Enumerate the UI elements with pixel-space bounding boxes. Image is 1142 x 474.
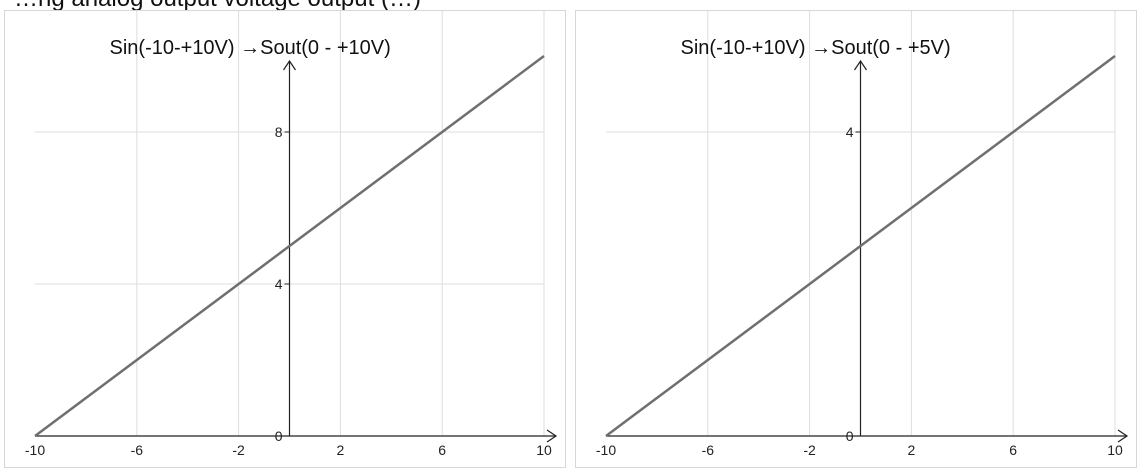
x-tick-label: -2 — [803, 442, 816, 458]
x-tick-label: -2 — [232, 442, 245, 458]
y-tick-label: 4 — [846, 124, 854, 140]
chart-panel-right: 0 4 -10 -6 -2 2 6 10 Sin(-10-+10V) →Sout(0 - +5V… — [575, 10, 1137, 468]
y-tick-label: 0 — [275, 428, 283, 444]
x-tick-label: 2 — [337, 442, 345, 458]
y-tick-label: 8 — [275, 124, 283, 140]
chart-panel-left: 0 4 8 -10 -6 -2 2 6 10 Sin(-10-+10V) →Sout(0 - +1… — [4, 10, 566, 468]
x-tick-label: -10 — [596, 442, 616, 458]
chart-left: 0 4 8 -10 -6 -2 2 6 10 Sin(-10-+10V) →Sout(0 - +1… — [25, 11, 558, 458]
x-tick-label: 10 — [1107, 442, 1123, 458]
header-caption: …ng analog output voltage output (…) — [0, 0, 1142, 24]
y-axis-arrow — [854, 59, 867, 71]
chart-title: Sin(-10-+10V) →Sout(0 - +5V) — [681, 37, 951, 59]
header-caption-text: …ng analog output voltage output (…) — [14, 0, 421, 13]
y-axis-arrow — [283, 59, 296, 71]
series-line — [34, 54, 545, 438]
chart-right: 0 4 -10 -6 -2 2 6 10 Sin(-10-+10V) →Sout(0 - +5V… — [596, 11, 1129, 458]
y-tick-label: 4 — [275, 276, 283, 292]
chart-title: Sin(-10-+10V) →Sout(0 - +10V) — [110, 37, 391, 59]
x-axis-arrow — [546, 429, 558, 443]
x-axis-arrow — [1117, 429, 1129, 443]
y-tick-label: 0 — [846, 428, 854, 444]
x-tick-label: 6 — [1009, 442, 1017, 458]
series-line — [605, 54, 1116, 438]
x-tick-label: -6 — [702, 442, 715, 458]
x-tick-label: 6 — [438, 442, 446, 458]
x-tick-label: 2 — [908, 442, 916, 458]
x-tick-label: -10 — [25, 442, 45, 458]
x-tick-label: 10 — [536, 442, 552, 458]
x-tick-label: -6 — [131, 442, 144, 458]
